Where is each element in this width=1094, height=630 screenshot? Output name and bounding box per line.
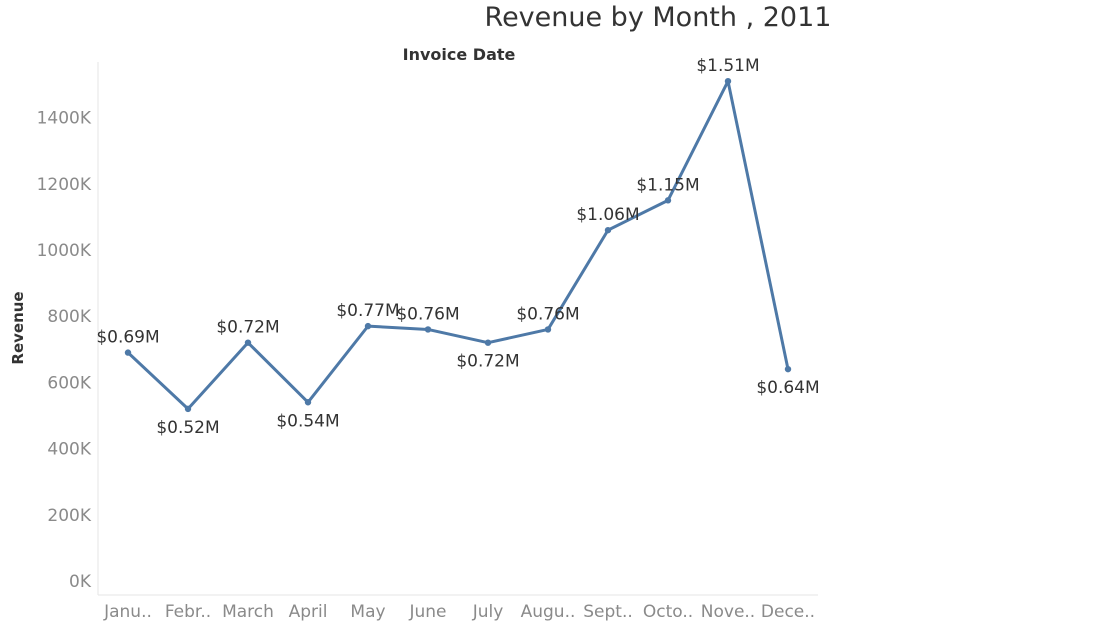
y-tick-label: 1000K: [37, 241, 92, 261]
data-label: $1.06M: [576, 205, 639, 225]
data-label: $0.76M: [516, 304, 579, 324]
x-tick-label: Febr..: [165, 602, 211, 622]
data-label: $0.64M: [756, 378, 819, 398]
data-point: [184, 405, 192, 413]
data-point: [784, 365, 792, 373]
data-point: [244, 339, 252, 346]
y-tick-label: 600K: [47, 373, 91, 393]
data-label: $0.52M: [156, 418, 219, 438]
y-tick-label: 0K: [69, 572, 92, 592]
data-point: [604, 226, 612, 234]
data-labels: $0.69M$0.52M$0.72M$0.54M$0.77M$0.76M$0.7…: [96, 56, 819, 438]
x-tick-label: March: [222, 602, 274, 622]
x-tick-label: June: [408, 602, 446, 622]
y-tick-label: 200K: [47, 506, 91, 526]
x-tick-label: April: [289, 602, 328, 622]
data-point: [544, 326, 552, 333]
data-point: [364, 322, 372, 330]
data-point: [124, 349, 132, 356]
x-tick-label: May: [350, 602, 385, 622]
data-label: $0.72M: [216, 318, 279, 338]
data-label: $1.15M: [636, 175, 699, 195]
chart-title: Revenue by Month , 2011: [484, 2, 832, 33]
series-line: [126, 79, 790, 411]
data-label: $0.54M: [276, 411, 339, 431]
y-axis-ticks: 0K 200K 400K 600K 800K 1000K 1200K 1400K: [37, 109, 92, 592]
axes: [97, 62, 818, 596]
data-label: $0.77M: [336, 301, 399, 321]
data-label: $1.51M: [696, 56, 759, 76]
x-tick-label: Nove..: [701, 602, 755, 622]
data-point: [304, 399, 312, 406]
y-tick-label: 1400K: [37, 109, 92, 129]
y-tick-label: 400K: [47, 440, 91, 460]
data-point: [484, 339, 492, 346]
x-tick-label: Dece..: [761, 602, 815, 622]
data-point: [664, 197, 672, 204]
data-label: $0.72M: [456, 352, 519, 372]
x-tick-label: Sept..: [583, 602, 633, 622]
x-tick-label: Octo..: [643, 602, 693, 622]
x-tick-label: Janu..: [103, 602, 152, 622]
x-tick-label: July: [472, 602, 504, 622]
data-point: [424, 326, 432, 333]
y-tick-label: 800K: [47, 307, 91, 327]
data-point: [724, 77, 732, 85]
series: [124, 77, 792, 413]
x-axis-ticks: Janu.. Febr.. March April May June July Augu.. S…: [103, 602, 815, 622]
y-tick-label: 1200K: [37, 175, 92, 195]
data-label: $0.69M: [96, 328, 159, 348]
data-label: $0.76M: [396, 304, 459, 324]
chart-subtitle: Invoice Date: [402, 45, 516, 64]
x-tick-label: Augu..: [521, 602, 576, 622]
